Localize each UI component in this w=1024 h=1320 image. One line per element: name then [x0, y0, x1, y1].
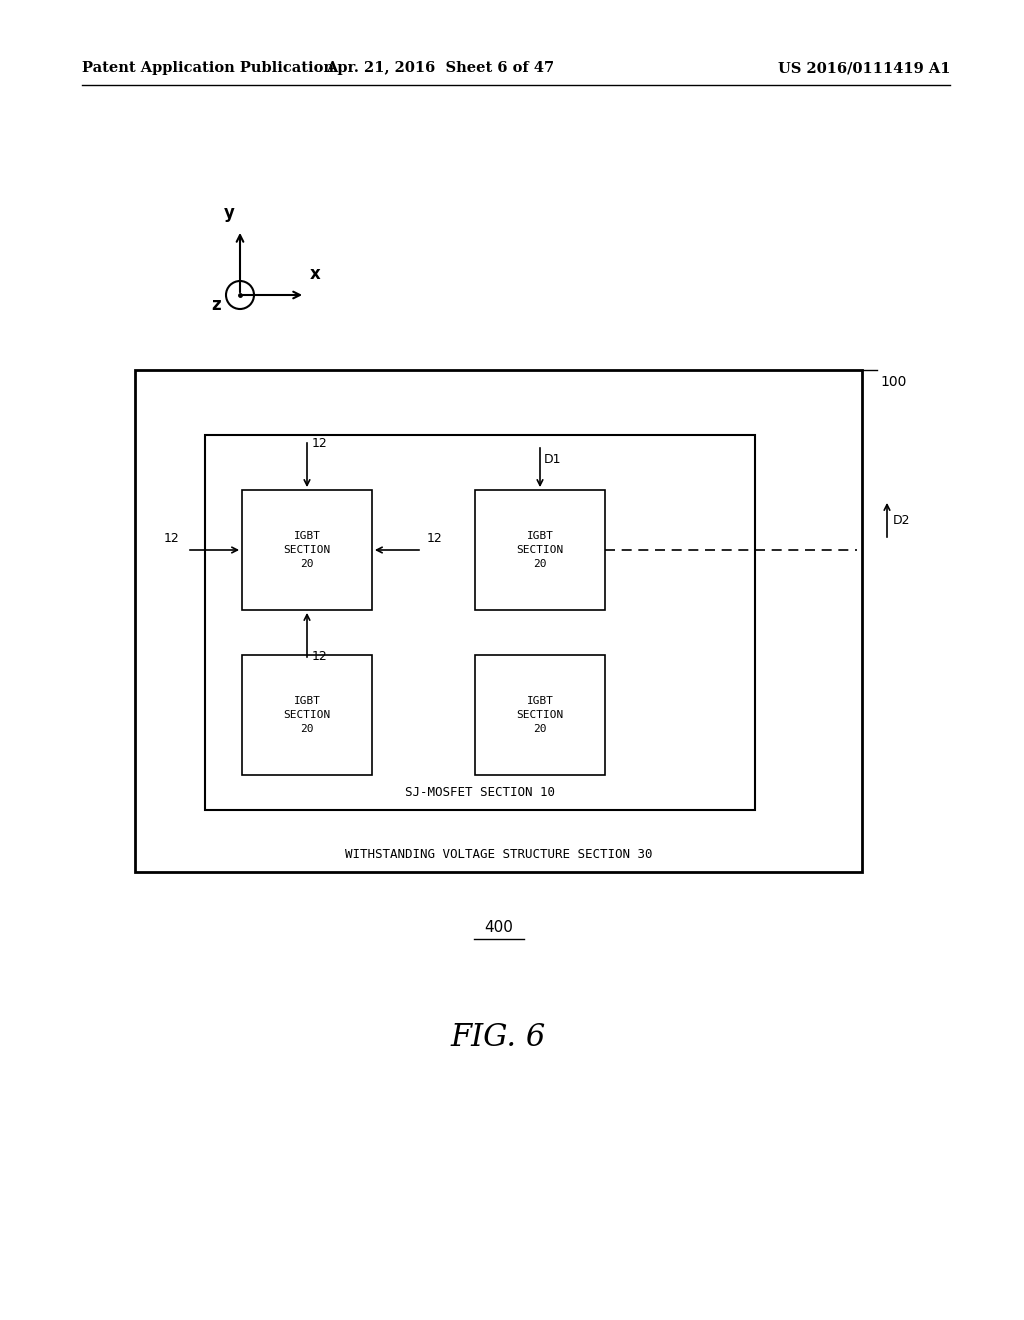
Text: Apr. 21, 2016  Sheet 6 of 47: Apr. 21, 2016 Sheet 6 of 47 [326, 61, 554, 75]
Text: x: x [310, 265, 321, 282]
Text: z: z [211, 296, 221, 314]
Text: US 2016/0111419 A1: US 2016/0111419 A1 [777, 61, 950, 75]
Text: SJ-MOSFET SECTION 10: SJ-MOSFET SECTION 10 [406, 785, 555, 799]
Bar [205, 436, 755, 810]
Text: IGBT
SECTION
20: IGBT SECTION 20 [284, 531, 331, 569]
Text: FIG. 6: FIG. 6 [451, 1022, 546, 1052]
Text: D2: D2 [893, 513, 910, 527]
Text: D1: D1 [544, 453, 561, 466]
Text: IGBT
SECTION
20: IGBT SECTION 20 [284, 696, 331, 734]
Text: IGBT
SECTION
20: IGBT SECTION 20 [516, 531, 563, 569]
Text: 100: 100 [880, 375, 906, 389]
Text: y: y [224, 205, 234, 222]
Bar [242, 490, 372, 610]
Bar [475, 490, 605, 610]
Text: Patent Application Publication: Patent Application Publication [82, 61, 334, 75]
Text: IGBT
SECTION
20: IGBT SECTION 20 [516, 696, 563, 734]
Bar [475, 655, 605, 775]
Bar [135, 370, 862, 873]
Text: 12: 12 [312, 649, 328, 663]
Text: WITHSTANDING VOLTAGE STRUCTURE SECTION 30: WITHSTANDING VOLTAGE STRUCTURE SECTION 3… [345, 847, 652, 861]
Text: 12: 12 [312, 437, 328, 450]
Bar [242, 655, 372, 775]
Text: 12: 12 [163, 532, 179, 545]
Text: 400: 400 [484, 920, 513, 935]
Text: 12: 12 [427, 532, 442, 545]
